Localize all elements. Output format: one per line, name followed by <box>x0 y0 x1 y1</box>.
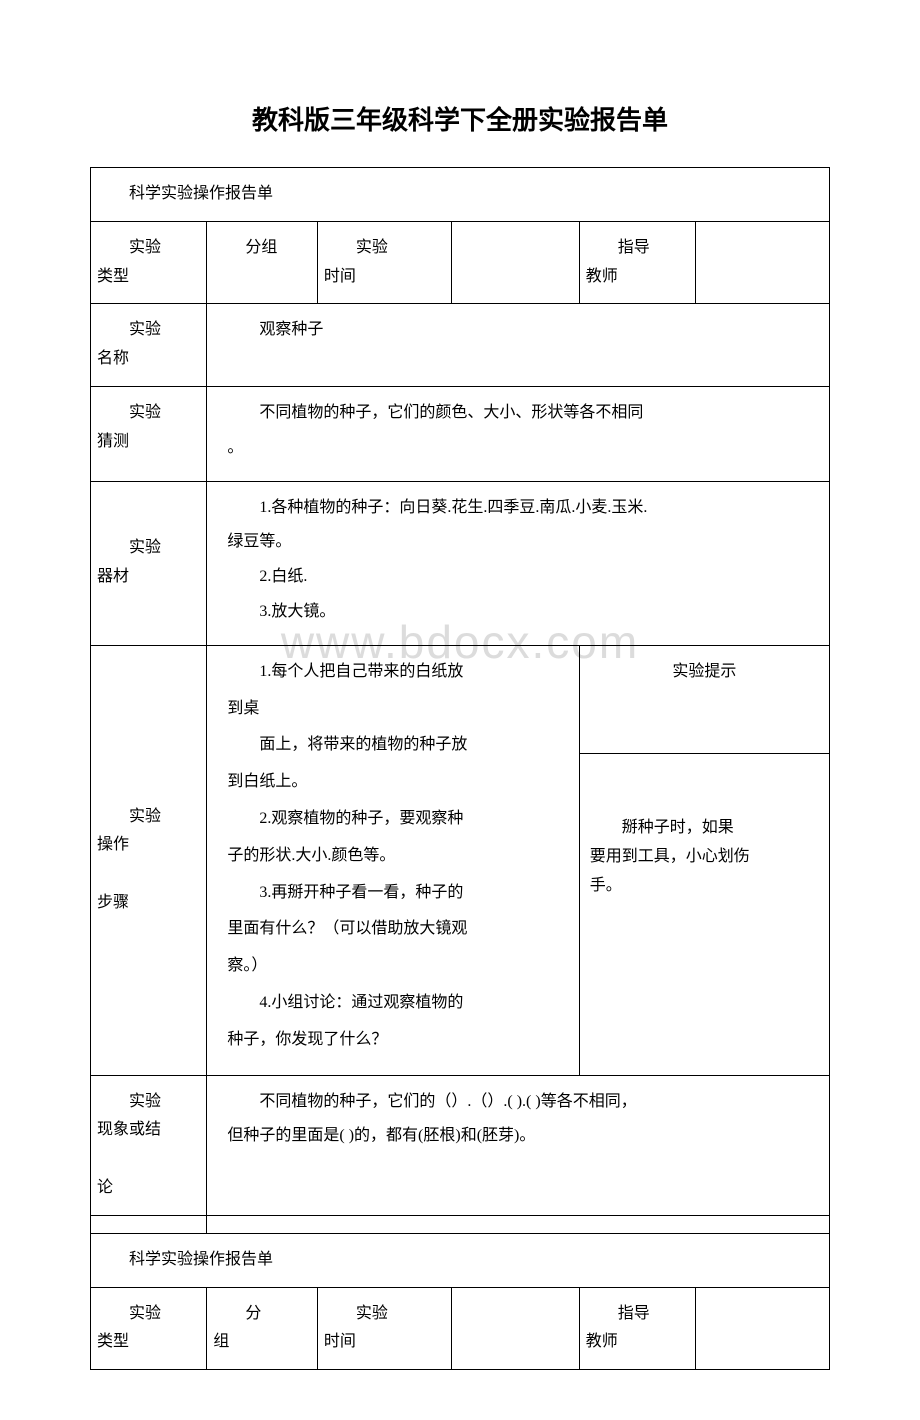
label-line: 时间 <box>324 263 356 292</box>
steps-label: 实验 操作 步骤 <box>91 645 207 1075</box>
label-line: 步骤 <box>97 889 200 918</box>
exp-name-value: 观察种子 <box>207 304 830 387</box>
equipment-label: 实验 器材 <box>91 481 207 645</box>
report-header-cell: 科学实验操作报告单 <box>91 1233 830 1287</box>
equipment-value: 1.各种植物的种子：向日葵.花生.四季豆.南瓜.小麦.玉米. 绿豆等。 2.白纸… <box>207 481 830 645</box>
label-line: 实验 <box>129 539 161 556</box>
table-row: 实验 器材 1.各种植物的种子：向日葵.花生.四季豆.南瓜.小麦.玉米. 绿豆等… <box>91 481 830 645</box>
exp-time-value <box>451 1287 579 1370</box>
label-line: 名称 <box>97 345 200 374</box>
table-row: 科学实验操作报告单 <box>91 1233 830 1287</box>
step-text: 3.再掰开种子看一看，种子的 <box>227 879 568 908</box>
guess-text: 。 <box>227 434 819 463</box>
label-line: 时间 <box>324 1328 356 1357</box>
label-line: 实验 <box>129 239 161 256</box>
spacer-cell <box>91 1215 207 1233</box>
table-row: 实验 类型 分组 实验 时间 指导 教师 <box>91 221 830 304</box>
label-line: 实验 <box>129 404 161 421</box>
step-text: 察。） <box>227 952 568 981</box>
label-line: 教师 <box>586 1328 618 1357</box>
label-line: 指导 <box>618 239 650 256</box>
table-row: 实验 类型 分 组 实验 时间 指导 教师 <box>91 1287 830 1370</box>
label-line: 猜测 <box>97 428 200 457</box>
name-text: 观察种子 <box>227 316 323 345</box>
step-text: 到桌 <box>227 695 568 724</box>
label-line: 实验 <box>129 1093 161 1110</box>
step-text: 种子，你发现了什么？ <box>227 1026 568 1055</box>
teacher-label: 指导 教师 <box>579 221 695 304</box>
table-row: 科学实验操作报告单 <box>91 168 830 222</box>
report-table: 科学实验操作报告单 实验 类型 分组 实验 时间 指导 教师 实验 名称 观察种… <box>90 167 830 1370</box>
label-line: 实验 <box>356 239 388 256</box>
label-line: 指导 <box>618 1305 650 1322</box>
equipment-text: 绿豆等。 <box>227 528 819 557</box>
label-line: 实验 <box>129 1305 161 1322</box>
report-header-text: 科学实验操作报告单 <box>97 1246 273 1275</box>
teacher-label: 指导 教师 <box>579 1287 695 1370</box>
equipment-text: 3.放大镜。 <box>227 598 819 627</box>
label-line: 类型 <box>97 1328 200 1357</box>
hint-header: 实验提示 <box>579 645 829 753</box>
exp-time-value <box>451 221 579 304</box>
teacher-value <box>696 221 830 304</box>
exp-type-value: 分组 <box>207 221 318 304</box>
label-line: 实验 <box>129 321 161 338</box>
guess-value: 不同植物的种子，它们的颜色、大小、形状等各不相同 。 <box>207 386 830 481</box>
exp-type-value: 分 组 <box>207 1287 318 1370</box>
equipment-text: 2.白纸. <box>227 563 819 592</box>
table-row: 实验 操作 步骤 1.每个人把自己带来的白纸放 到桌 面上，将带来的植物的种子放… <box>91 645 830 753</box>
exp-time-label: 实验 时间 <box>317 221 451 304</box>
step-text: 4.小组讨论：通过观察植物的 <box>227 989 568 1018</box>
step-text: 里面有什么？（可以借助放大镜观 <box>227 915 568 944</box>
label-line: 类型 <box>97 263 200 292</box>
conclusion-label: 实验 现象或结 论 <box>91 1075 207 1215</box>
type-text: 组 <box>213 1328 229 1357</box>
report-header-text: 科学实验操作报告单 <box>97 180 273 209</box>
label-line: 现象或结 <box>97 1116 200 1145</box>
exp-name-label: 实验 名称 <box>91 304 207 387</box>
guess-label: 实验 猜测 <box>91 386 207 481</box>
conclusion-text: 不同植物的种子，它们的（）.（）.( ).( )等各不相同， <box>227 1088 819 1117</box>
table-row <box>91 1215 830 1233</box>
spacer-cell <box>207 1215 830 1233</box>
step-text: 2.观察植物的种子，要观察种 <box>227 805 568 834</box>
step-text: 到白纸上。 <box>227 768 568 797</box>
report-header-cell: 科学实验操作报告单 <box>91 168 830 222</box>
label-line: 论 <box>97 1174 200 1203</box>
exp-type-label: 实验 类型 <box>91 221 207 304</box>
table-row: 实验 名称 观察种子 <box>91 304 830 387</box>
hint-text: 掰种子时，如果 <box>590 814 819 843</box>
exp-type-label: 实验 类型 <box>91 1287 207 1370</box>
step-text: 面上，将带来的植物的种子放 <box>227 731 568 760</box>
type-text: 分 <box>245 1305 261 1322</box>
teacher-value <box>696 1287 830 1370</box>
label-line: 教师 <box>586 263 618 292</box>
exp-time-label: 实验 时间 <box>317 1287 451 1370</box>
step-text: 1.每个人把自己带来的白纸放 <box>227 658 568 687</box>
label-line: 实验 <box>129 808 161 825</box>
label-line: 器材 <box>97 563 200 592</box>
table-row: 实验 猜测 不同植物的种子，它们的颜色、大小、形状等各不相同 。 <box>91 386 830 481</box>
equipment-text: 1.各种植物的种子：向日葵.花生.四季豆.南瓜.小麦.玉米. <box>227 494 819 523</box>
page-title: 教科版三年级科学下全册实验报告单 <box>90 100 830 137</box>
label-line: 操作 <box>97 831 200 860</box>
step-text: 子的形状.大小.颜色等。 <box>227 842 568 871</box>
steps-value: 1.每个人把自己带来的白纸放 到桌 面上，将带来的植物的种子放 到白纸上。 2.… <box>207 645 579 1075</box>
hint-body: 掰种子时，如果 要用到工具，小心划伤 手。 <box>579 754 829 1075</box>
label-line: 实验 <box>356 1305 388 1322</box>
conclusion-value: 不同植物的种子，它们的（）.（）.( ).( )等各不相同， 但种子的里面是( … <box>207 1075 830 1215</box>
hint-text: 手。 <box>590 872 819 901</box>
hint-text: 要用到工具，小心划伤 <box>590 843 819 872</box>
conclusion-text: 但种子的里面是( )的，都有(胚根)和(胚芽)。 <box>227 1122 819 1151</box>
table-row: 实验 现象或结 论 不同植物的种子，它们的（）.（）.( ).( )等各不相同，… <box>91 1075 830 1215</box>
guess-text: 不同植物的种子，它们的颜色、大小、形状等各不相同 <box>227 399 819 428</box>
